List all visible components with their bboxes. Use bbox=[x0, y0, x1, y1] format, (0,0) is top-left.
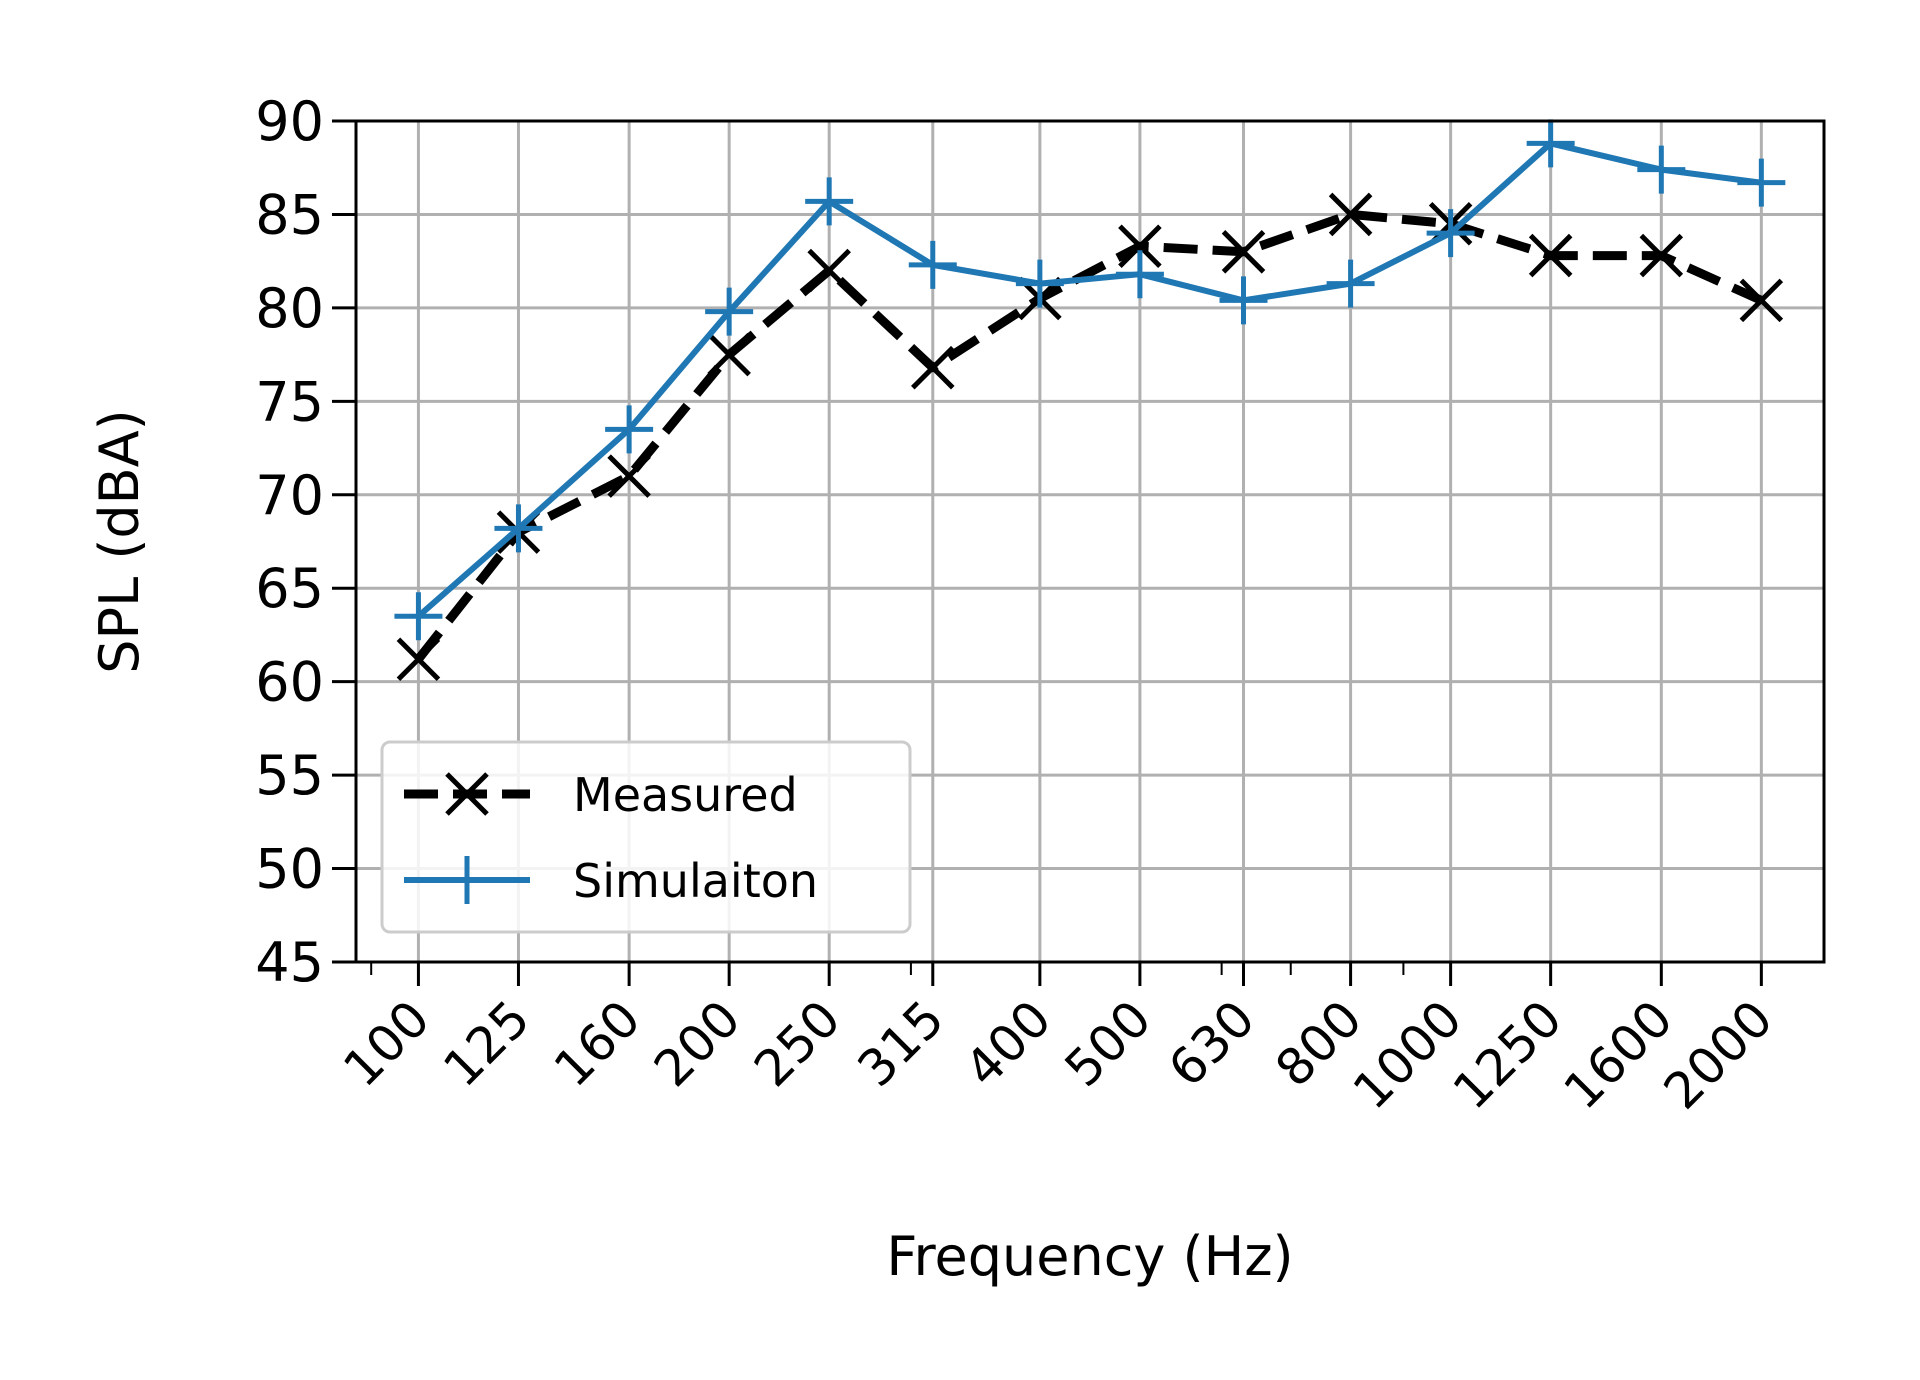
data-point bbox=[1737, 158, 1786, 207]
legend-label: Measured bbox=[573, 768, 798, 822]
data-point bbox=[1328, 192, 1373, 237]
series-line bbox=[416, 140, 1762, 619]
data-point bbox=[1426, 209, 1475, 258]
y-tick-label: 65 bbox=[255, 557, 324, 620]
y-tick-label: 50 bbox=[255, 838, 324, 901]
data-point bbox=[1639, 233, 1684, 278]
y-axis: 45 50 55 60 65 70 75 80 85 90 bbox=[255, 90, 356, 994]
y-tick-label: 55 bbox=[255, 744, 324, 807]
data-point bbox=[1219, 276, 1268, 325]
x-tick-label: 630 bbox=[1157, 989, 1265, 1097]
data-point bbox=[1326, 259, 1375, 308]
x-tick-label: 125 bbox=[432, 989, 540, 1097]
data-point bbox=[911, 345, 955, 390]
legend-marker bbox=[445, 772, 489, 816]
data-point bbox=[908, 240, 957, 289]
x-tick-label: 250 bbox=[743, 989, 851, 1097]
x-tick-label: 315 bbox=[847, 989, 955, 1097]
series-line bbox=[414, 209, 1764, 662]
series-measured bbox=[396, 192, 1784, 682]
data-point bbox=[1015, 259, 1064, 308]
y-tick-label: 80 bbox=[255, 277, 324, 340]
data-point bbox=[807, 248, 851, 293]
x-tick-label: 200 bbox=[643, 989, 751, 1097]
data-point bbox=[1526, 119, 1575, 168]
legend-item-measured: Measured bbox=[404, 768, 798, 822]
data-point bbox=[1115, 250, 1164, 299]
data-point bbox=[1221, 230, 1266, 274]
data-point bbox=[494, 504, 543, 553]
legend-marker bbox=[443, 856, 491, 904]
x-axis-title: Frequency (Hz) bbox=[886, 1225, 1293, 1288]
plot-frame bbox=[354, 119, 1826, 964]
y-tick-label: 85 bbox=[255, 183, 324, 246]
legend-item-simulaiton: Simulaiton bbox=[404, 854, 818, 908]
x-tick-label: 1000 bbox=[1342, 989, 1473, 1120]
data-point bbox=[1637, 145, 1686, 194]
data-point bbox=[1118, 224, 1162, 268]
legend: Measured Simulaiton bbox=[380, 740, 912, 934]
x-tick-label: 1250 bbox=[1442, 989, 1573, 1120]
y-tick-label: 45 bbox=[255, 931, 324, 994]
series-layer bbox=[394, 119, 1786, 682]
data-point bbox=[707, 332, 751, 377]
x-tick-label: 1600 bbox=[1553, 989, 1684, 1120]
y-tick-label: 75 bbox=[255, 370, 324, 433]
series-simulaiton bbox=[394, 119, 1786, 641]
x-tick-label: 100 bbox=[332, 989, 440, 1097]
y-tick-label: 60 bbox=[255, 651, 324, 714]
data-point bbox=[1739, 278, 1784, 323]
x-tick-label: 400 bbox=[954, 989, 1062, 1097]
y-axis-title: SPL (dBA) bbox=[88, 409, 151, 674]
data-point bbox=[605, 405, 654, 454]
x-tick-label: 160 bbox=[543, 989, 651, 1097]
legend-label: Simulaiton bbox=[573, 854, 818, 908]
data-point bbox=[607, 454, 651, 498]
data-point bbox=[705, 287, 754, 336]
data-point bbox=[394, 592, 443, 641]
x-tick-label: 2000 bbox=[1653, 989, 1784, 1120]
minor-ticks bbox=[370, 962, 1405, 975]
y-tick-label: 90 bbox=[255, 90, 324, 153]
x-tick-label: 500 bbox=[1054, 989, 1162, 1097]
data-point bbox=[1528, 233, 1573, 278]
data-point bbox=[396, 637, 441, 682]
data-point bbox=[805, 177, 854, 226]
y-tick-label: 70 bbox=[255, 464, 324, 527]
